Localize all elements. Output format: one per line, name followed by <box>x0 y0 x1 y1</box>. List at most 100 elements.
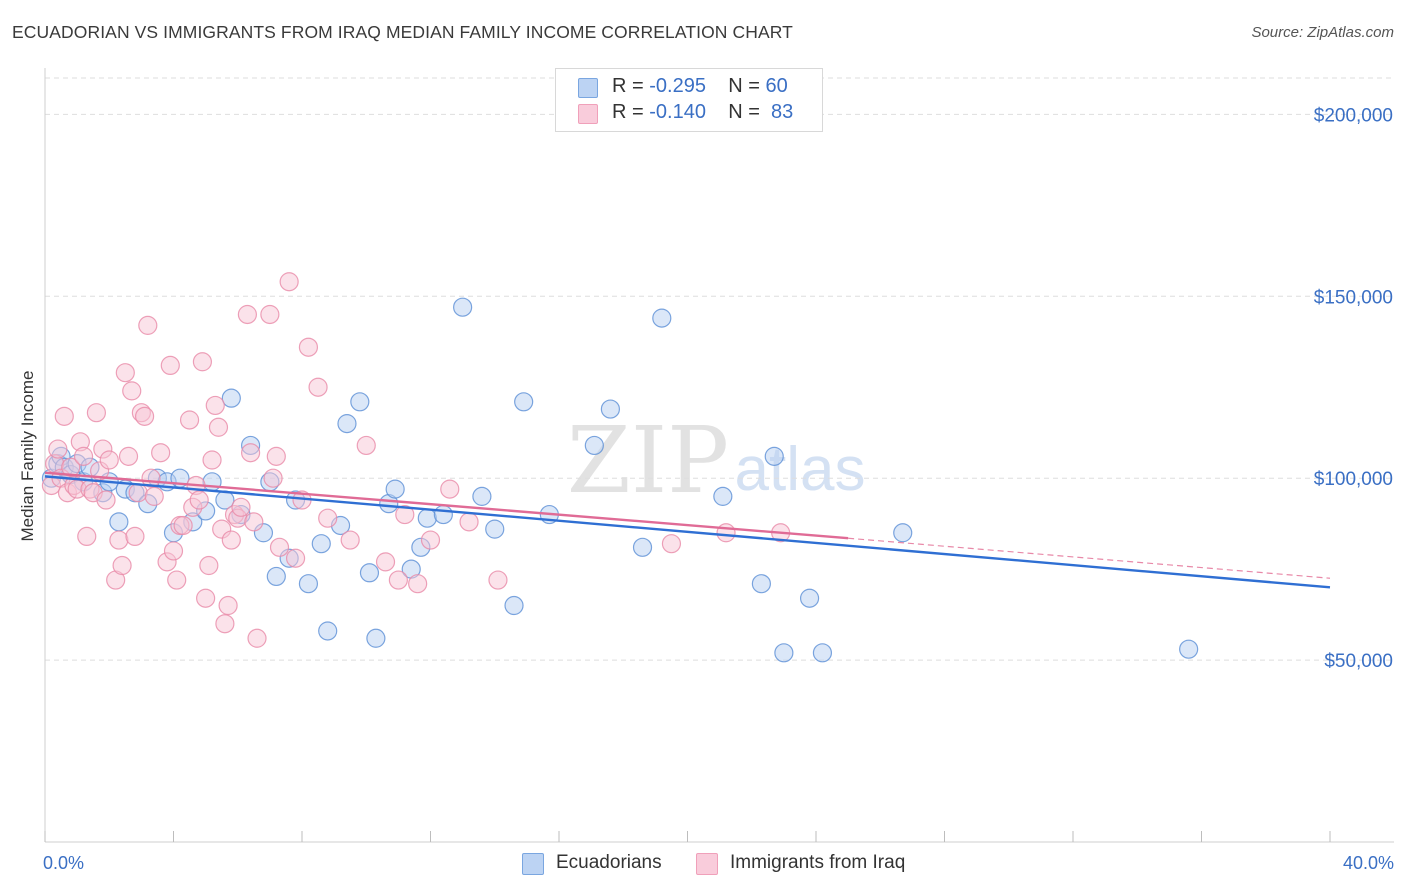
n-label: N = <box>728 101 760 123</box>
ecuadorians-legend-swatch <box>522 853 544 875</box>
iraq-point <box>173 515 193 536</box>
iraq-point <box>266 446 286 466</box>
iraq-point <box>118 446 139 466</box>
iraq-point <box>73 446 94 466</box>
iraq-point <box>138 315 158 335</box>
ecuadorian-point <box>764 446 784 466</box>
ecuadorian-point <box>366 628 386 648</box>
ecuadorian-point <box>812 643 833 663</box>
n-value: 60 <box>765 75 788 97</box>
ecuadorian-point <box>109 512 129 532</box>
ecuadorian-point <box>600 399 621 419</box>
legend-label: Immigrants from Iraq <box>730 852 906 873</box>
ecuadorian-point <box>350 392 370 412</box>
iraq-point <box>115 363 135 383</box>
y-tick-label: $50,000 <box>1324 651 1393 672</box>
iraq-point <box>112 555 132 576</box>
iraq-swatch <box>578 104 598 124</box>
x-tick-label: 40.0% <box>1343 853 1394 873</box>
ecuadorian-point <box>652 308 672 328</box>
ecuadorian-point <box>751 574 771 594</box>
iraq-point <box>318 508 338 528</box>
iraq-point <box>205 395 225 416</box>
iraq-point <box>128 483 148 503</box>
iraq-point <box>356 435 376 456</box>
ecuadorians-swatch <box>578 78 598 98</box>
r-label: R = <box>612 101 644 123</box>
ecuadorian-point <box>799 588 820 608</box>
stats-legend: R = -0.295 N = 60 R = -0.140 N = 83 <box>555 68 823 132</box>
y-tick-labels: $50,000 $100,000 $150,000 $200,000 <box>1314 105 1393 672</box>
iraq-point <box>86 403 107 423</box>
iraq-point <box>167 570 187 590</box>
iraq-point <box>375 552 396 572</box>
chart-title: ECUADORIAN VS IMMIGRANTS FROM IRAQ MEDIA… <box>12 22 793 42</box>
iraq-point <box>208 417 229 437</box>
iraq-point <box>388 570 408 590</box>
iraq-point <box>221 530 241 550</box>
y-axis-label: Median Family Income <box>18 370 37 541</box>
iraq-point <box>99 450 119 470</box>
ecuadorian-point <box>221 388 241 408</box>
iraq-point <box>199 555 219 576</box>
iraq-point <box>395 504 415 525</box>
watermark-atlas: atlas <box>735 435 866 504</box>
watermark-zip: ZIP <box>567 407 729 514</box>
iraq-point <box>61 457 81 477</box>
iraq-point <box>189 490 209 510</box>
n-label: N = <box>728 75 760 97</box>
ecuadorian-point <box>417 508 437 528</box>
ecuadorian-point <box>584 435 604 456</box>
iraq-point <box>134 406 155 426</box>
watermark: ZIP atlas <box>567 407 866 514</box>
source-label: Source: ZipAtlas.com <box>1251 24 1394 41</box>
iraq-point <box>96 490 116 510</box>
ecuadorian-point <box>298 574 319 594</box>
ecuadorian-point <box>359 563 380 583</box>
iraq-point <box>179 410 200 430</box>
r-value: -0.140 <box>649 101 706 123</box>
ecuadorians-trend-line <box>44 475 1331 589</box>
ecuadorian-point <box>893 523 913 543</box>
iraq-point <box>125 526 145 547</box>
iraq-point <box>196 588 216 608</box>
ecuadorian-point <box>311 534 331 554</box>
iraq-legend-swatch <box>696 853 718 875</box>
iraq-point <box>459 512 479 532</box>
r-label: R = <box>612 75 644 97</box>
ecuadorian-point <box>632 537 653 557</box>
iraq-point <box>263 468 283 488</box>
iraq-trend-line <box>44 471 849 540</box>
iraq-point <box>218 595 238 616</box>
ecuadorian-point <box>485 519 505 539</box>
iraq-point <box>285 548 306 568</box>
iraq-point <box>279 272 299 292</box>
iraq-point <box>109 530 129 550</box>
stats-text: R = -0.140 N = 83 <box>612 101 793 124</box>
iraq-point <box>298 337 319 357</box>
stats-text: R = -0.295 N = 60 <box>612 75 788 98</box>
r-value: -0.295 <box>649 75 706 97</box>
iraq-point <box>340 530 360 550</box>
iraq-point <box>215 614 235 634</box>
iraq-point <box>440 479 460 499</box>
iraq-point <box>408 574 428 594</box>
iraq-point <box>54 406 74 426</box>
grid-lines <box>45 77 1394 661</box>
ecuadorian-point <box>266 566 286 587</box>
iraq-point <box>192 352 213 372</box>
n-value: 83 <box>771 101 794 123</box>
ecuadorian-point <box>318 621 338 641</box>
axes <box>44 68 1394 843</box>
ecuadorian-point <box>472 486 492 506</box>
ecuadorian-point <box>514 392 534 412</box>
iraq-point <box>237 304 257 325</box>
ecuadorian-point <box>453 297 473 317</box>
iraq-point <box>488 570 508 590</box>
iraq-trend-extension <box>848 537 1331 579</box>
iraq-point <box>716 523 736 543</box>
ecuadorian-point <box>433 504 453 525</box>
iraq-point <box>163 541 184 561</box>
ecuadorian-point <box>504 595 524 616</box>
iraq-point <box>244 512 264 532</box>
